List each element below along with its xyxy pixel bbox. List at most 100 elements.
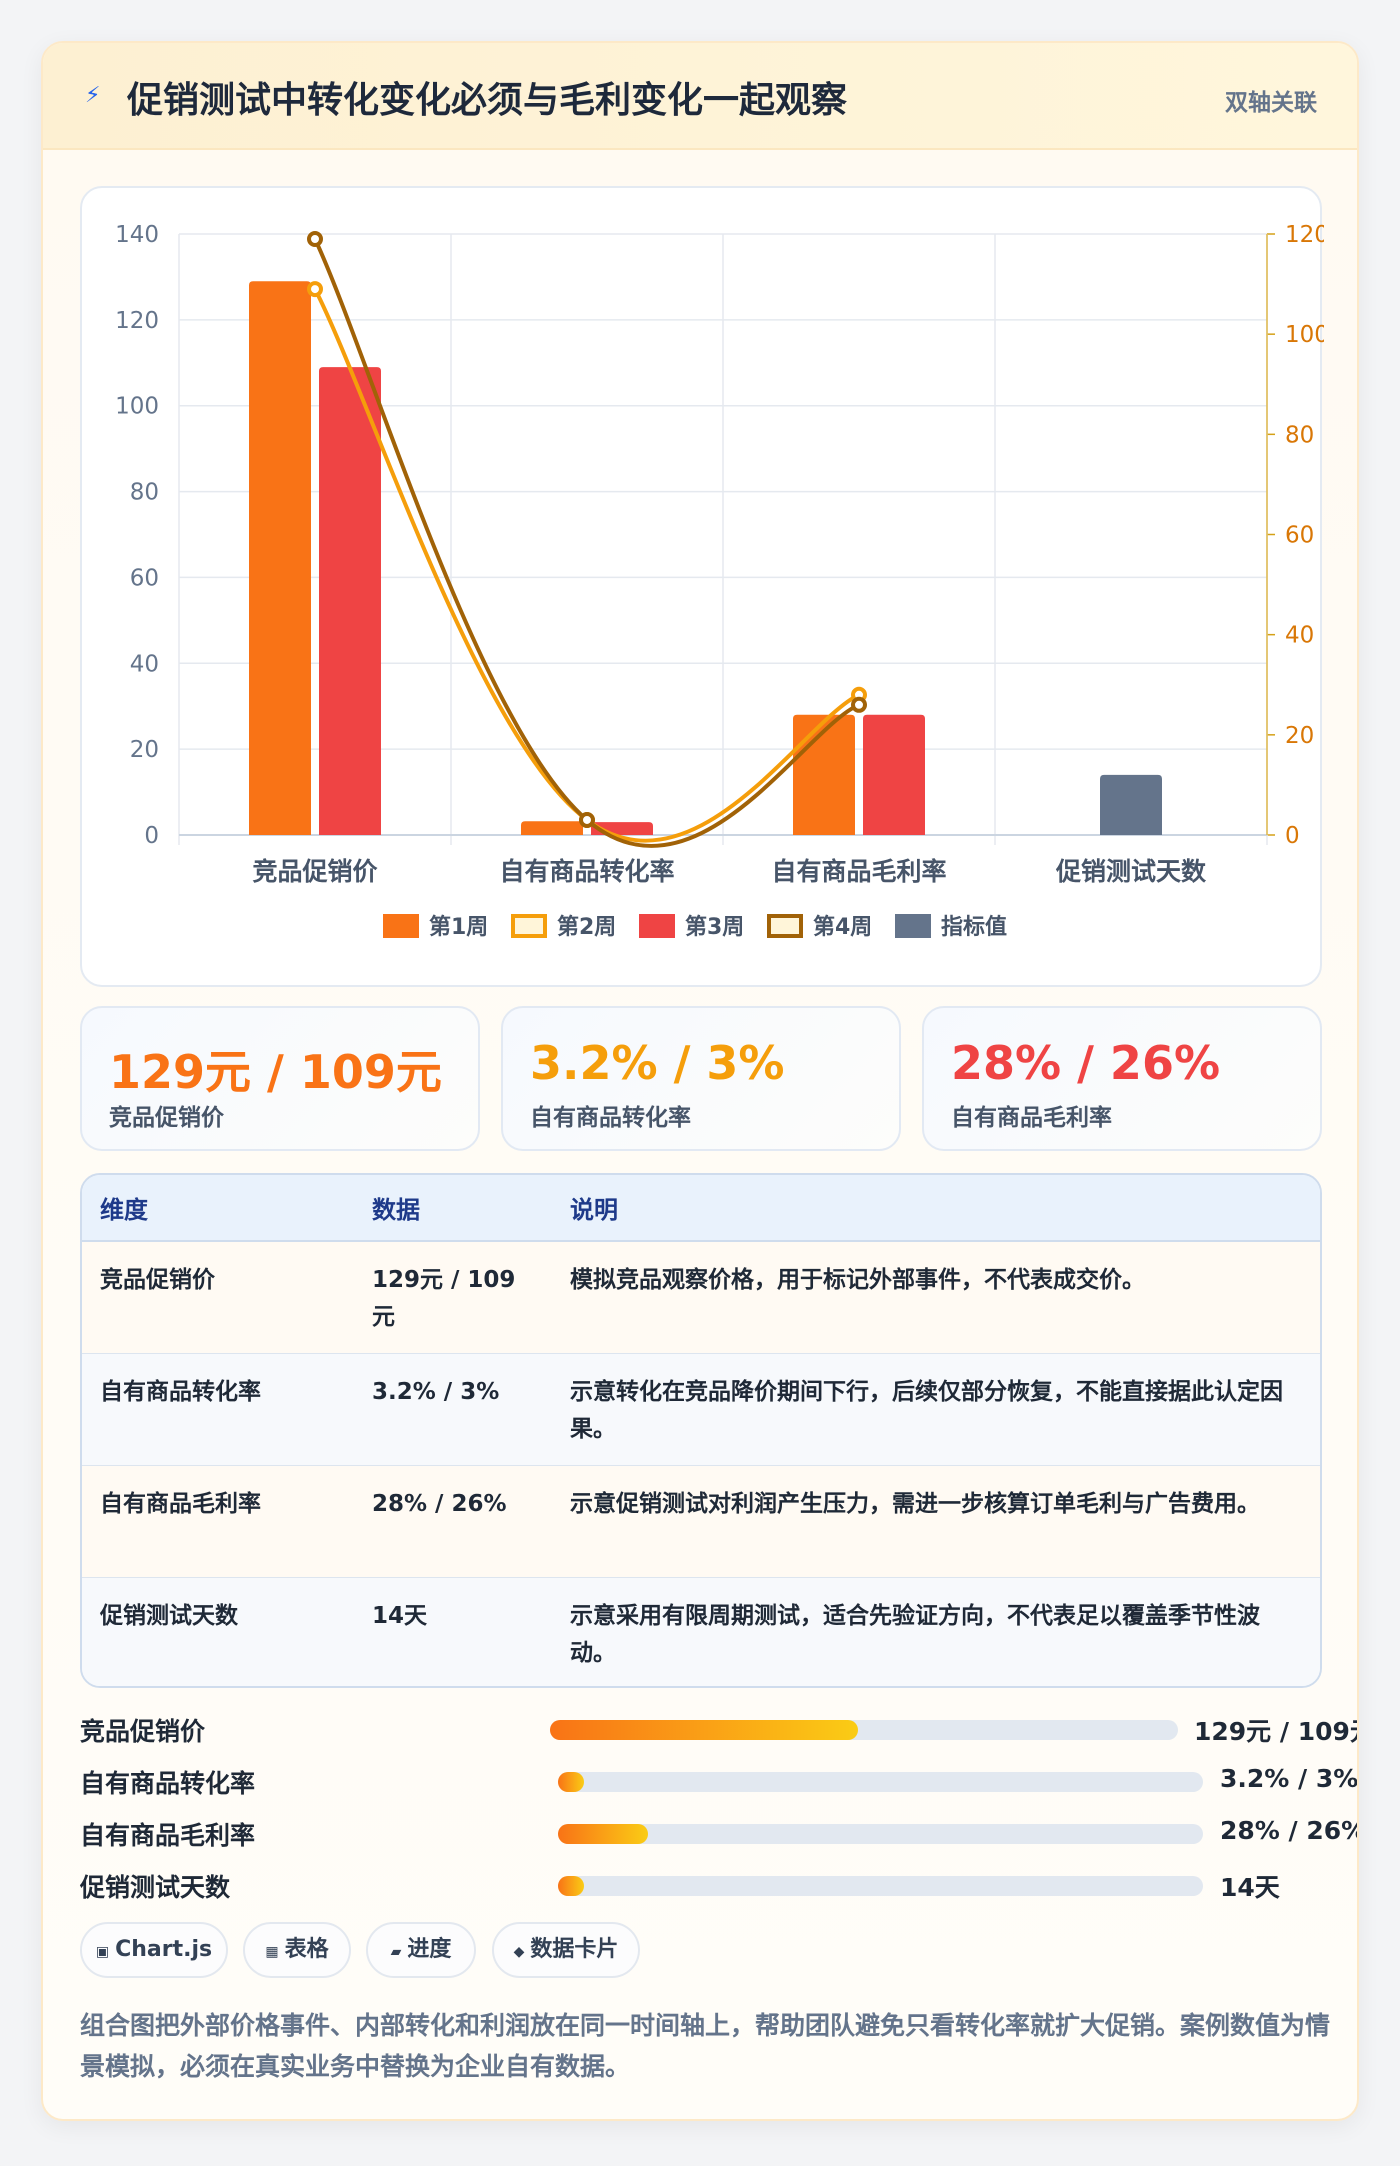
y-right-tick-label: 100 — [1285, 322, 1324, 348]
bar-第1周 — [249, 281, 311, 835]
page-title: 促销测试中转化变化必须与毛利变化一起观察 — [127, 80, 848, 121]
progress-row-days: 促销测试天数 14天 — [80, 1864, 1357, 1904]
chip-data-card[interactable]: ◆ 数据卡片 — [492, 1922, 640, 1978]
card-icon: ◆ — [513, 1944, 525, 1960]
progress-label: 促销测试天数 — [80, 1873, 231, 1902]
table-row: 自有商品转化率 3.2% / 3% 示意转化在竞品降价期间下行，后续仅部分恢复，… — [82, 1353, 1320, 1466]
chip-label: 表格 — [284, 1937, 329, 1962]
x-tick-label: 自有商品毛利率 — [771, 857, 946, 886]
table-cell: 28% / 26% — [354, 1465, 552, 1578]
stat-value: 3.2% / 3% — [530, 1036, 785, 1090]
bar-指标值 — [1100, 774, 1162, 835]
legend-swatch — [767, 914, 803, 938]
x-tick-label: 自有商品转化率 — [499, 857, 674, 886]
column-header: 维度 — [82, 1175, 354, 1242]
dual-axis-tag: 双轴关联 — [1225, 90, 1317, 116]
progress-label: 竞品促销价 — [80, 1717, 206, 1746]
y-left-tick-label: 100 — [115, 394, 159, 420]
lightning-icon: ⚡ — [85, 83, 101, 108]
point-第4周 — [851, 696, 867, 713]
chip-chartjs[interactable]: ▣ Chart.js — [80, 1922, 228, 1978]
progress-track — [558, 1876, 1203, 1896]
table-cell: 129元 / 109元 — [354, 1241, 552, 1354]
table-cell: 14天 — [354, 1577, 552, 1686]
point-第4周 — [579, 811, 595, 828]
y-left-tick-label: 20 — [130, 737, 159, 763]
progress-label: 自有商品毛利率 — [80, 1821, 256, 1850]
main-card: ⚡ 促销测试中转化变化必须与毛利变化一起观察 双轴关联 0 20 40 60 80 100… — [41, 41, 1359, 2121]
legend-label: 第1周 — [429, 914, 488, 940]
progress-value: 129元 / 109元 — [1194, 1717, 1359, 1746]
y-left-tick-label: 120 — [115, 308, 159, 334]
progress-track — [550, 1720, 1178, 1740]
y-right-tick-label: 20 — [1285, 723, 1314, 749]
card-header: ⚡ 促销测试中转化变化必须与毛利变化一起观察 双轴关联 — [43, 43, 1357, 150]
bar-第1周 — [521, 821, 583, 835]
progress-fill — [558, 1824, 649, 1844]
column-header: 数据 — [354, 1175, 552, 1242]
chip-table[interactable]: ▦ 表格 — [243, 1922, 351, 1978]
table-cell: 促销测试天数 — [82, 1577, 354, 1686]
table-cell: 3.2% / 3% — [354, 1353, 552, 1466]
x-tick-label: 促销测试天数 — [1055, 857, 1207, 886]
progress-row-margin: 自有商品毛利率 28% / 26% — [80, 1812, 1359, 1852]
y-right-tick-label: 80 — [1285, 422, 1314, 448]
y-left-tick-label: 40 — [130, 651, 159, 677]
legend-swatch — [511, 914, 547, 938]
table-cell: 模拟竞品观察价格，用于标记外部事件，不代表成交价。 — [552, 1241, 1320, 1354]
table-cell: 示意促销测试对利润产生压力，需进一步核算订单毛利与广告费用。 — [552, 1465, 1320, 1578]
y-right-tick-label: 60 — [1285, 523, 1314, 549]
table-row: 自有商品毛利率 28% / 26% 示意促销测试对利润产生压力，需进一步核算订单… — [82, 1465, 1320, 1578]
legend-swatch — [383, 914, 419, 938]
table-cell: 自有商品转化率 — [82, 1353, 354, 1466]
x-tick-label: 竞品促销价 — [252, 857, 378, 886]
column-header: 说明 — [552, 1175, 1320, 1242]
stat-value: 28% / 26% — [951, 1036, 1221, 1090]
y-left-tick-label: 80 — [130, 480, 159, 506]
data-table: 维度 数据 说明 竞品促销价 129元 / 109元 模拟竞品观察价格，用于标记… — [80, 1173, 1322, 1688]
progress-track — [558, 1824, 1203, 1844]
progress-row-price: 竞品促销价 129元 / 109元 — [80, 1708, 1359, 1748]
table-cell: 竞品促销价 — [82, 1241, 354, 1354]
y-left-tick-label: 140 — [115, 222, 159, 248]
chip-label: Chart.js — [115, 1937, 213, 1962]
point-第4周 — [307, 231, 323, 248]
table-cell: 示意采用有限周期测试，适合先验证方向，不代表足以覆盖季节性波动。 — [552, 1577, 1320, 1686]
combo-chart: 0 20 40 60 80 100 120 140 0 20 40 60 80 100 120 竞品促销价 自有… — [115, 222, 1324, 940]
chart-icon: ▣ — [95, 1944, 110, 1960]
chart-panel: 0 20 40 60 80 100 120 140 0 20 40 60 80 100 120 竞品促销价 自有… — [80, 186, 1324, 987]
stat-card-conversion: 3.2% / 3% 自有商品转化率 — [501, 1006, 901, 1151]
y-left-tick-label: 60 — [130, 565, 159, 591]
legend-label: 指标值 — [941, 914, 1007, 940]
line-第2周 — [313, 288, 860, 843]
bar-第3周 — [863, 714, 925, 835]
point-第2周 — [307, 281, 323, 298]
bar-第3周 — [319, 367, 381, 835]
table-cell: 自有商品毛利率 — [82, 1465, 354, 1578]
stat-card-margin: 28% / 26% 自有商品毛利率 — [922, 1006, 1322, 1151]
legend-swatch — [895, 914, 931, 938]
y-right-tick-label: 0 — [1285, 823, 1300, 849]
stat-card-price: 129元 / 109元 竞品促销价 — [80, 1006, 480, 1151]
chip-progress[interactable]: ▰ 进度 — [366, 1922, 476, 1978]
stat-label: 自有商品毛利率 — [951, 1105, 1112, 1131]
line-第4周 — [313, 238, 860, 848]
progress-row-conversion: 自有商品转化率 3.2% / 3% — [80, 1760, 1359, 1800]
legend-label: 第2周 — [557, 914, 616, 940]
legend-label: 第4周 — [813, 914, 872, 940]
chip-label: 进度 — [407, 1937, 452, 1962]
table-header-row: 维度 数据 说明 — [82, 1175, 1320, 1242]
legend-label: 第3周 — [685, 914, 744, 940]
legend-swatch — [639, 914, 675, 938]
progress-fill — [558, 1876, 584, 1896]
table-cell: 示意转化在竞品降价期间下行，后续仅部分恢复，不能直接据此认定因果。 — [552, 1353, 1320, 1466]
footnote: 组合图把外部价格事件、内部转化和利润放在同一时间轴上，帮助团队避免只看转化率就扩… — [80, 2011, 1331, 2081]
progress-fill — [550, 1720, 858, 1740]
chip-label: 数据卡片 — [530, 1937, 619, 1962]
progress-track — [558, 1772, 1203, 1792]
progress-fill — [558, 1772, 584, 1792]
stat-label: 自有商品转化率 — [530, 1105, 691, 1131]
progress-icon: ▰ — [390, 1944, 402, 1960]
progress-value: 3.2% / 3% — [1220, 1764, 1359, 1793]
progress-value: 28% / 26% — [1220, 1816, 1359, 1845]
